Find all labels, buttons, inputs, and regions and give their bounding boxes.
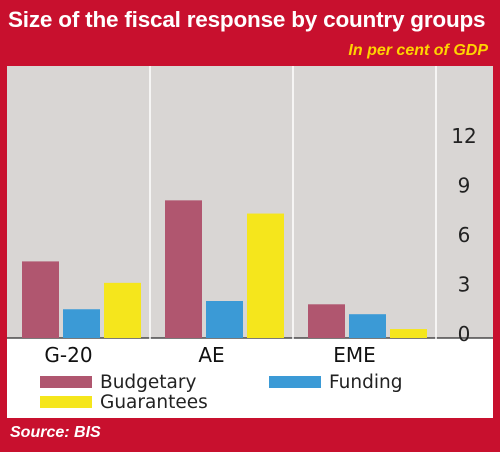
bar-budgetary-g-20 — [22, 261, 59, 338]
bar-funding-ae — [206, 301, 243, 338]
legend-swatch-budgetary — [40, 376, 92, 388]
chart-subtitle: In per cent of GDP — [348, 42, 488, 59]
bar-guarantees-g-20 — [104, 282, 141, 338]
legend-label-budgetary: Budgetary — [100, 372, 196, 393]
y-tick-label: 9 — [458, 174, 471, 198]
x-category-label: G-20 — [44, 343, 92, 367]
bar-chart: 0 3 6 9 12 G-20 AE EME Budgetary Funding Guarant… — [7, 66, 493, 413]
chart-panel: 0 3 6 9 12 G-20 AE EME Budgetary Funding Guarant… — [7, 66, 493, 418]
y-tick-label: 6 — [458, 223, 471, 247]
legend-label-funding: Funding — [329, 372, 402, 393]
bar-funding-eme — [349, 314, 386, 338]
y-tick-label: 12 — [451, 124, 476, 148]
legend-label-guarantees: Guarantees — [100, 392, 208, 413]
y-tick-label: 3 — [458, 273, 471, 297]
bar-budgetary-ae — [165, 200, 202, 338]
source-note: Source: BIS — [10, 424, 101, 441]
legend-swatch-funding — [269, 376, 321, 388]
bar-budgetary-eme — [308, 304, 345, 338]
y-tick-label: 0 — [458, 322, 471, 346]
bar-funding-g-20 — [63, 309, 100, 338]
x-category-label: AE — [198, 343, 224, 367]
x-category-label: EME — [333, 343, 376, 367]
chart-title: Size of the fiscal response by country g… — [8, 7, 486, 32]
bar-guarantees-eme — [390, 329, 427, 338]
legend-swatch-guarantees — [40, 396, 92, 408]
bar-guarantees-ae — [247, 213, 284, 338]
